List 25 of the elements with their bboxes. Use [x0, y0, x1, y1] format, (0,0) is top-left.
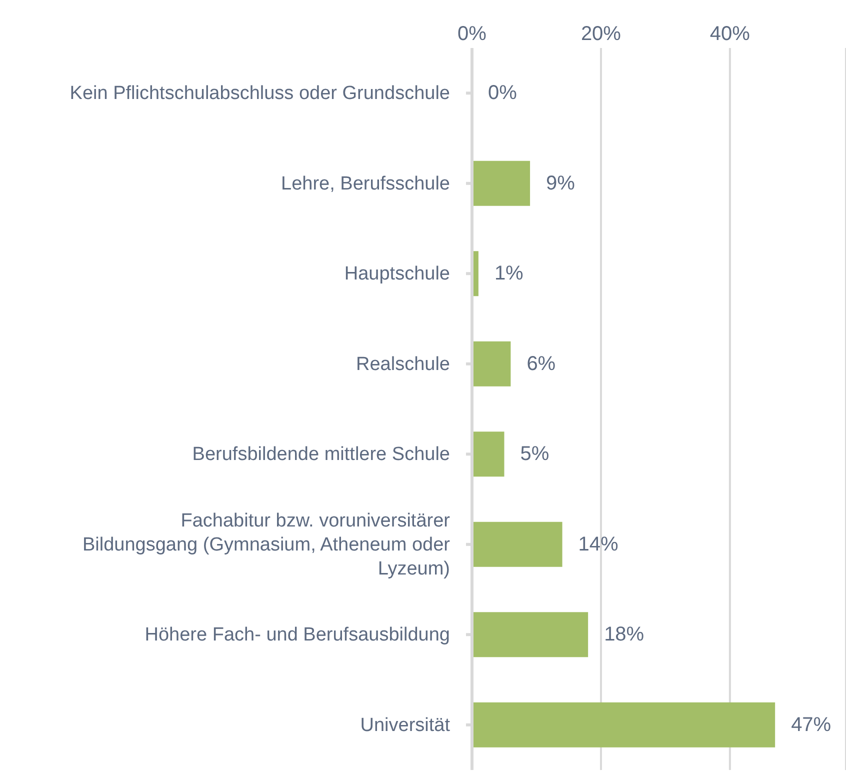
x-tick-label: 20%	[580, 23, 622, 45]
data-label: 18%	[604, 624, 644, 646]
bar	[472, 522, 562, 567]
x-tick-label: 40%	[710, 23, 750, 45]
bar	[472, 160, 530, 206]
bar	[472, 612, 588, 658]
y-tick-label: Kein Pflichtschulabschluss oder Grundschule	[70, 82, 450, 104]
data-label: 47%	[791, 714, 832, 736]
data-label: 9%	[546, 172, 576, 194]
x-tick-label: 0%	[458, 23, 487, 45]
bar	[472, 432, 504, 477]
y-tick-label: Lehre, Berufsschule	[281, 172, 450, 194]
y-tick-label: Universität	[360, 714, 451, 736]
data-label: 14%	[578, 533, 619, 556]
y-tick-label: Hauptschule	[344, 263, 450, 284]
bar	[472, 702, 776, 748]
bar	[472, 341, 511, 386]
y-tick-label: Höhere Fach- und Berufsausbildung	[144, 624, 450, 646]
y-tick-label: Berufsbildende mittlere Schule	[192, 444, 450, 465]
y-tick-label: Realschule	[356, 353, 450, 374]
data-label: 5%	[520, 443, 550, 466]
data-label: 1%	[494, 262, 524, 285]
data-label: 0%	[488, 82, 518, 104]
data-label: 6%	[526, 352, 556, 375]
y-tick-label: Fachabitur bzw. voruniversitärer Bildungsgang (Gymnasium, Atheneum oder Lyzeum)	[82, 510, 451, 579]
